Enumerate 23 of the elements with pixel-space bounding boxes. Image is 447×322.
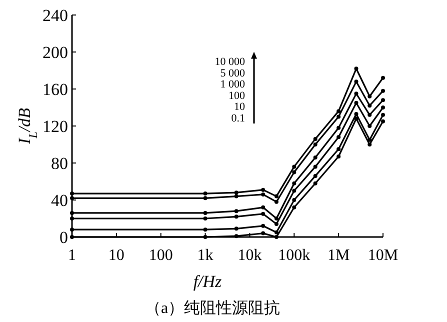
annotation: 10 000 [214,56,246,68]
y-tick-label: 80 [51,154,68,173]
x-tick-label: 100 [148,247,173,264]
y-tick-label: 120 [42,117,68,136]
x-tick-label: 10 [108,247,124,264]
annotation: 5 000 [220,67,246,80]
x-tick-label: 10k [238,247,262,264]
x-axis-title: f/Hz [193,272,222,291]
text: （a）纯阻性源阻抗 [144,299,280,317]
x-tick-label: 10M [368,247,398,264]
x-tick-label: 1M [327,247,350,264]
y-tick-label: 240 [42,6,68,25]
y-tick-label: 200 [42,43,68,62]
x-tick-label: 1 [68,247,76,264]
annotation: 0.1 [231,112,245,124]
annotation: 10 [234,101,246,114]
x-tick-label: 100k [278,247,310,264]
y-tick-label: 160 [42,80,68,99]
y-tick-label: 40 [51,191,68,210]
y-tick-label: 0 [60,228,68,247]
x-tick-label: 1k [197,247,214,264]
annotation: 1 000 [220,78,246,91]
annotation: 100 [228,90,246,102]
